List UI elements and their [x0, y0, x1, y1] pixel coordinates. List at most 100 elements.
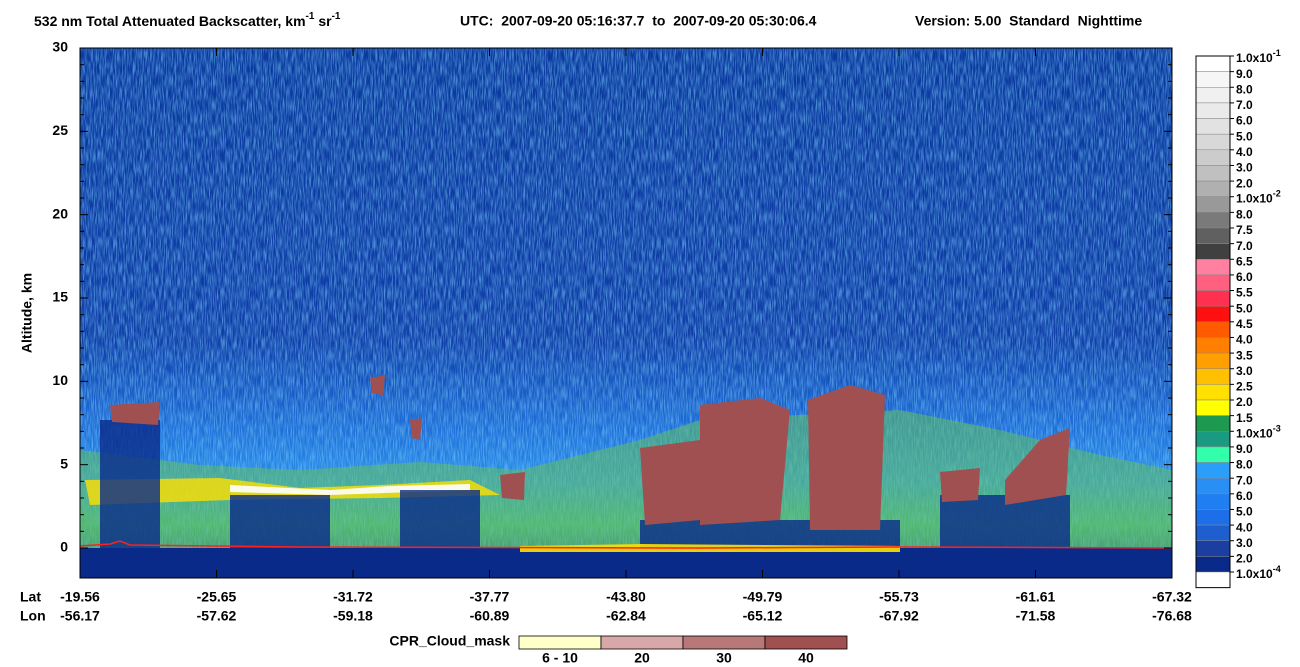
- x-tick-label: -55.73: [879, 589, 919, 605]
- colorbar-swatch: [1195, 524, 1231, 541]
- colorbar-label-exponent: -1: [1273, 48, 1281, 58]
- y-tick-label: 25: [52, 122, 68, 138]
- x-tick-label: -76.68: [1152, 608, 1192, 624]
- x-tick-label: -37.77: [470, 589, 510, 605]
- colorbar-swatch: [1195, 165, 1231, 182]
- colorbar-label: 1.0x10-1: [1236, 48, 1281, 65]
- colorbar-swatch: [1195, 493, 1231, 510]
- colorbar-swatch: [1195, 368, 1231, 385]
- colorbar-label: 3.0: [1236, 161, 1253, 175]
- colorbar-swatch: [1195, 274, 1231, 291]
- colorbar-swatch: [1195, 290, 1231, 307]
- attenuated: [230, 495, 330, 548]
- chart-title: 532 nm Total Attenuated Backscatter, km-…: [34, 11, 341, 29]
- colorbar-swatch: [1195, 556, 1231, 573]
- colorbar-swatch: [1195, 259, 1231, 276]
- colorbar-label: 2.0: [1236, 552, 1253, 566]
- colorbar-label: 6.0: [1236, 489, 1253, 503]
- cpr-swatch: [600, 635, 684, 650]
- colorbar-swatch: [1195, 446, 1231, 463]
- cpr-swatch: [682, 635, 766, 650]
- cpr-legend-label: CPR_Cloud_mask: [389, 633, 510, 649]
- colorbar-label: 5.0: [1236, 505, 1253, 519]
- colorbar-frame: [1195, 55, 1231, 589]
- colorbar-label: 4.0: [1236, 333, 1253, 347]
- colorbar-swatch: [1195, 540, 1231, 557]
- attenuated: [400, 490, 480, 548]
- y-tick-label: 20: [52, 205, 68, 221]
- colorbar-swatch: [1195, 212, 1231, 229]
- colorbar-swatch: [1195, 462, 1231, 479]
- colorbar-swatch: [1195, 87, 1231, 104]
- aerosol-layer: [80, 410, 1172, 548]
- colorbar-label: 1.0x10-4: [1236, 564, 1281, 581]
- cpr-legend: CPR_Cloud_mask 6 - 10 20 30 40: [389, 633, 848, 666]
- x-tick-label: -57.62: [197, 608, 237, 624]
- x-tick-label: -67.32: [1152, 589, 1192, 605]
- y-tick-label: 0: [60, 539, 68, 555]
- colorbar-label: 3.0: [1236, 364, 1253, 378]
- colorbar-swatch: [1195, 477, 1231, 495]
- y-tick-label: 30: [52, 39, 68, 55]
- cpr-swatch: [764, 635, 848, 650]
- cloud-top: [230, 484, 470, 495]
- colorbar-label: 4.5: [1236, 317, 1253, 331]
- colorbar-label: 2.0: [1236, 395, 1253, 409]
- colorbar-label: 6.0: [1236, 114, 1253, 128]
- x-tick-label: -67.92: [879, 608, 919, 624]
- colorbar-label-base: 1.0x10: [1236, 51, 1273, 65]
- colorbar-label: 7.0: [1236, 98, 1253, 112]
- colorbar-label: 1.0x10-3: [1236, 424, 1281, 441]
- x-tick-label: -43.80: [606, 589, 646, 605]
- title-superscript: -1: [332, 11, 341, 22]
- colorbar-swatch: [1195, 133, 1231, 151]
- colorbar-label: 5.5: [1236, 286, 1253, 300]
- colorbar-label: 3.5: [1236, 348, 1253, 362]
- colorbar-label: 5.0: [1236, 301, 1253, 315]
- colorbar-label: 9.0: [1236, 67, 1253, 81]
- utc-range: UTC: 2007-09-20 05:16:37.7 to 2007-09-20…: [460, 13, 817, 29]
- x-tick-label: -60.89: [470, 608, 510, 624]
- x-tick-label: -25.65: [197, 589, 237, 605]
- x-tick-label: -65.12: [743, 608, 783, 624]
- x-tick-label: -71.58: [1016, 608, 1056, 624]
- colorbar-label: 8.0: [1236, 458, 1253, 472]
- colorbar-label: 3.0: [1236, 536, 1253, 550]
- colorbar-swatch: [1195, 384, 1231, 401]
- colorbar-label-exponent: -4: [1273, 564, 1281, 574]
- colorbar-swatch: [1195, 149, 1231, 166]
- colorbar-label: 5.0: [1236, 129, 1253, 143]
- colorbar-label: 7.5: [1236, 223, 1253, 237]
- x-tick-label: -59.18: [333, 608, 373, 624]
- colorbar-swatch: [1195, 196, 1231, 213]
- cpr-swatch: [518, 635, 602, 650]
- colorbar-label: 9.0: [1236, 442, 1253, 456]
- x-tick-label: -61.61: [1016, 589, 1056, 605]
- cpr-clouds: [110, 375, 1070, 530]
- y-tick-label: 10: [52, 372, 68, 388]
- colorbar-swatch: [1195, 305, 1231, 323]
- colorbar-label: 6.5: [1236, 254, 1253, 268]
- surface-line: [80, 540, 1172, 549]
- colorbar-swatch: [1195, 431, 1231, 448]
- colorbar-swatch: [1195, 352, 1231, 369]
- colorbar-label: 8.0: [1236, 208, 1253, 222]
- cpr-swatch-label: 40: [798, 650, 814, 666]
- cpr-swatch-label: 20: [634, 650, 650, 666]
- y-tick-label: 5: [60, 455, 68, 471]
- colorbar-swatch: [1195, 509, 1231, 526]
- colorbar-label: 1.5: [1236, 411, 1253, 425]
- colorbar: 1.0x10-19.08.07.06.05.04.03.02.01.0x10-2…: [1195, 48, 1281, 589]
- title-superscript: -1: [306, 11, 315, 22]
- x-tick-label: -49.79: [743, 589, 783, 605]
- colorbar-swatch: [1195, 227, 1231, 244]
- title-text: 532 nm Total Attenuated Backscatter, km: [34, 13, 306, 29]
- version: Version: 5.00 Standard Nighttime: [915, 13, 1142, 29]
- colorbar-label-base: 1.0x10: [1236, 192, 1273, 206]
- colorbar-label: 7.0: [1236, 239, 1253, 253]
- colorbar-label: 2.5: [1236, 380, 1253, 394]
- attenuated: [100, 420, 160, 548]
- colorbar-swatch: [1195, 180, 1231, 197]
- cpr-swatch-label: 6 - 10: [542, 650, 578, 666]
